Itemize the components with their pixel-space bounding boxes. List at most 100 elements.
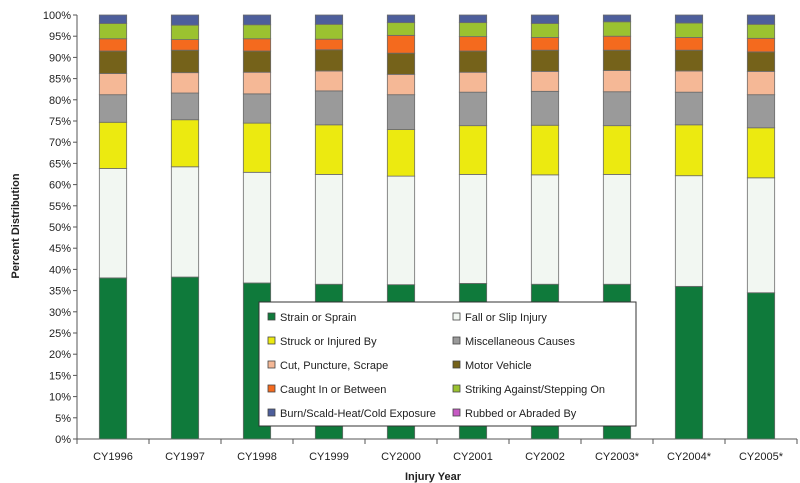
y-tick-label: 35% xyxy=(49,286,71,298)
bar-segment xyxy=(170,49,200,74)
bar-segment xyxy=(242,14,272,26)
legend-label: Striking Against/Stepping On xyxy=(465,384,605,396)
bar-segment xyxy=(242,38,272,52)
y-tick-label: 10% xyxy=(49,392,71,404)
bar-segment xyxy=(674,14,704,24)
bar-segment xyxy=(602,70,632,93)
bar-segment xyxy=(746,94,776,129)
legend-label: Rubbed or Abraded By xyxy=(465,408,577,420)
bar-segment xyxy=(530,174,560,285)
bar-segment xyxy=(242,24,272,40)
bar-segment xyxy=(98,14,128,24)
bar-segment xyxy=(170,24,200,40)
bar-segment xyxy=(242,171,272,284)
bar-segment xyxy=(530,70,560,92)
bar-segment xyxy=(314,174,344,285)
y-tick-label: 70% xyxy=(49,137,71,149)
bar-segment xyxy=(458,125,488,175)
legend-swatch xyxy=(452,336,461,345)
bar-segment xyxy=(674,49,704,72)
legend-swatch xyxy=(267,360,276,369)
bar-segment xyxy=(458,14,488,24)
x-axis-title: Injury Year xyxy=(405,471,462,483)
bar-segment xyxy=(602,35,632,51)
bar-segment xyxy=(386,34,416,54)
bar-segment xyxy=(314,23,344,40)
bar-segment xyxy=(674,175,704,287)
bar-segment xyxy=(98,168,128,279)
bar-stack xyxy=(674,14,704,440)
y-tick-label: 20% xyxy=(49,349,71,361)
bar-segment xyxy=(674,70,704,93)
bar-segment xyxy=(314,38,344,51)
bar-segment xyxy=(530,49,560,72)
legend-label: Strain or Sprain xyxy=(280,312,356,324)
bar-segment xyxy=(314,49,344,72)
y-tick-label: 80% xyxy=(49,95,71,107)
bar-segment xyxy=(98,73,128,96)
bar-segment xyxy=(170,166,200,278)
legend-label: Caught In or Between xyxy=(280,384,386,396)
bar-segment xyxy=(674,91,704,126)
bar-segment xyxy=(746,51,776,72)
bar-segment xyxy=(314,70,344,92)
y-tick-label: 50% xyxy=(49,222,71,234)
y-tick-label: 55% xyxy=(49,201,71,213)
bar-segment xyxy=(314,14,344,25)
bar-segment xyxy=(602,125,632,175)
bar-segment xyxy=(314,90,344,126)
bar-segment xyxy=(170,14,200,26)
bar-segment xyxy=(242,50,272,73)
bar-segment xyxy=(98,38,128,52)
legend-swatch xyxy=(267,312,276,321)
bar-segment xyxy=(170,92,200,121)
y-tick-label: 75% xyxy=(49,116,71,128)
bar-segment xyxy=(98,94,128,123)
bar-segment xyxy=(746,14,776,25)
y-tick-label: 100% xyxy=(43,10,71,22)
bar-segment xyxy=(746,23,776,39)
bar-segment xyxy=(242,122,272,173)
bar-segment xyxy=(530,37,560,51)
legend-label: Miscellaneous Causes xyxy=(465,336,576,348)
bar-segment xyxy=(170,72,200,94)
x-tick-label: CY2000 xyxy=(381,451,421,463)
bar-segment xyxy=(530,90,560,126)
bar-stack xyxy=(170,14,200,440)
x-tick-label: CY1996 xyxy=(93,451,133,463)
x-tick-label: CY2001 xyxy=(453,451,493,463)
legend-swatch xyxy=(267,336,276,345)
bar-segment xyxy=(458,22,488,38)
bar-segment xyxy=(746,177,776,294)
bar-segment xyxy=(602,91,632,127)
bar-segment xyxy=(386,73,416,96)
y-tick-label: 40% xyxy=(49,264,71,276)
legend-label: Motor Vehicle xyxy=(465,360,532,372)
x-tick-label: CY2002 xyxy=(525,451,565,463)
legend-swatch xyxy=(452,384,461,393)
legend-swatch xyxy=(267,384,276,393)
bar-segment xyxy=(746,37,776,53)
legend-swatch xyxy=(452,360,461,369)
bar-segment xyxy=(170,276,200,440)
bar-segment xyxy=(98,277,128,440)
y-tick-label: 30% xyxy=(49,307,71,319)
y-axis-title: Percent Distribution xyxy=(10,173,22,278)
bar-segment xyxy=(386,22,416,36)
bar-segment xyxy=(458,50,488,73)
bar-segment xyxy=(746,292,776,440)
x-tick-label: CY1999 xyxy=(309,451,349,463)
bar-segment xyxy=(386,52,416,75)
x-tick-label: CY2003* xyxy=(595,451,640,463)
y-tick-label: 60% xyxy=(49,180,71,192)
bar-segment xyxy=(314,124,344,175)
bar-stack xyxy=(746,14,776,440)
bar-segment xyxy=(602,49,632,71)
bar-segment xyxy=(98,50,128,74)
y-axis: 0% 5% 10% 15% 20% 25% 30% 35% 40% 45% 50% 55% 60% 65%… xyxy=(43,10,78,446)
bar-segment xyxy=(674,37,704,51)
bar-segment xyxy=(674,124,704,177)
bar-segment xyxy=(386,94,416,130)
bar-segment xyxy=(242,93,272,124)
